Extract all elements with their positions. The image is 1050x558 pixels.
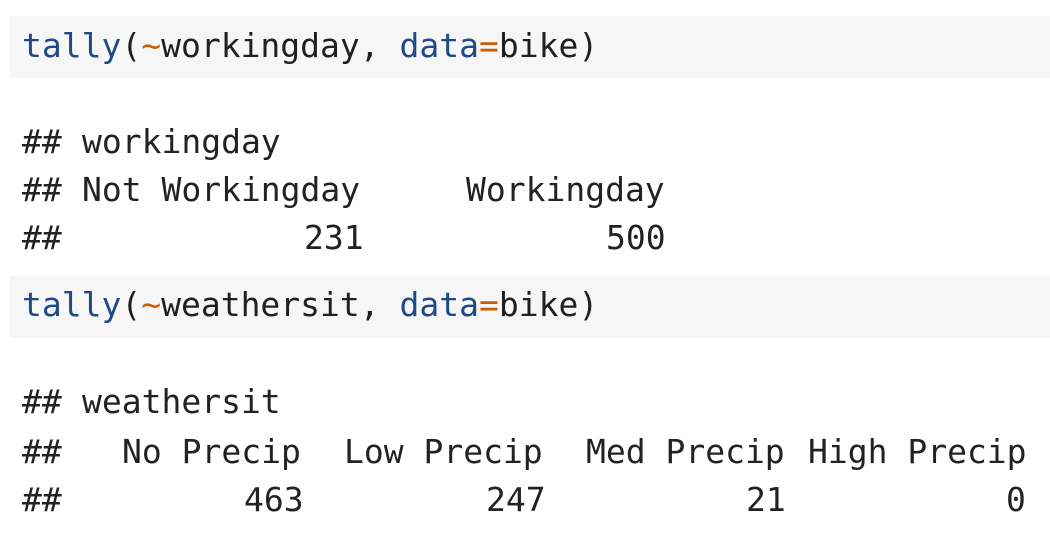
level-label: Med Precip	[586, 432, 785, 471]
level-label: No Precip	[122, 432, 301, 471]
arg-separator: ,	[359, 285, 400, 324]
count-value: 0	[1006, 480, 1026, 519]
output-prefix: ##	[22, 480, 62, 519]
argument-value: bike	[498, 285, 579, 324]
argument-value: bike	[498, 26, 579, 65]
open-paren: (	[121, 26, 142, 65]
argument-name: data	[399, 285, 480, 324]
equals-operator: =	[479, 285, 499, 324]
count-value: 463	[244, 480, 304, 519]
argument-name: data	[399, 26, 480, 65]
output-header: workingday	[82, 122, 281, 161]
function-name: tally	[22, 285, 122, 324]
output-prefix: ##	[22, 382, 62, 421]
output-prefix: ##	[22, 432, 62, 471]
code-line-weathersit: tally(~weathersit, data=bike)	[22, 285, 598, 325]
level-label: Workingday	[466, 170, 665, 209]
arg-separator: ,	[359, 26, 400, 65]
level-label: Not Workingday	[82, 170, 361, 209]
function-name: tally	[22, 26, 122, 65]
code-chunk-weathersit: tally(~weathersit, data=bike)	[10, 276, 1050, 338]
count-value: 231	[304, 218, 364, 257]
formula-variable: workingday	[161, 26, 360, 65]
output-prefix: ##	[22, 218, 62, 257]
count-value: 21	[746, 480, 786, 519]
output-header: weathersit	[82, 382, 281, 421]
open-paren: (	[121, 285, 142, 324]
tilde-operator: ~	[141, 285, 162, 324]
count-value: 500	[606, 218, 666, 257]
equals-operator: =	[479, 26, 499, 65]
formula-variable: weathersit	[161, 285, 360, 324]
tilde-operator: ~	[141, 26, 162, 65]
close-paren: )	[578, 26, 599, 65]
level-label: High Precip	[808, 432, 1027, 471]
count-value: 247	[486, 480, 546, 519]
close-paren: )	[578, 285, 599, 324]
code-line-workingday: tally(~workingday, data=bike)	[22, 26, 598, 66]
output-prefix: ##	[22, 122, 62, 161]
code-chunk-workingday: tally(~workingday, data=bike)	[10, 16, 1050, 78]
output-prefix: ##	[22, 170, 62, 209]
level-label: Low Precip	[344, 432, 543, 471]
